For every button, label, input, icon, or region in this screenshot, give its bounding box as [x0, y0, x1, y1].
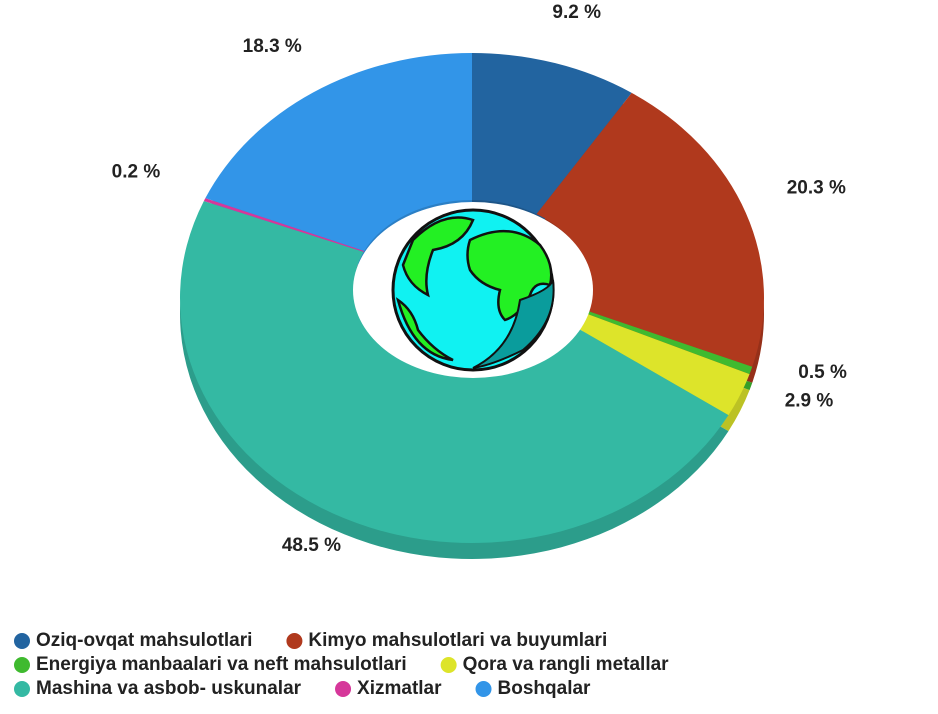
data-label: 2.9 % [785, 391, 834, 412]
data-label: 0.5 % [798, 362, 847, 383]
legend-marker [335, 681, 351, 697]
legend-label: Kimyo mahsulotlari va buyumlari [308, 630, 607, 651]
legend-label: Mashina va asbob- uskunalar [36, 678, 302, 699]
data-label: 9.2 % [552, 2, 601, 23]
data-label: 20.3 % [787, 178, 846, 199]
chart: 9.2 % 20.3 % 0.5 % 2.9 % 48.5 % 0.2 % 18.3 % O… [0, 0, 938, 709]
legend-label: Boshqalar [498, 678, 592, 699]
data-label: 0.2 % [112, 162, 161, 183]
data-label: 18.3 % [243, 36, 302, 57]
legend-marker [14, 633, 30, 649]
legend: Oziq-ovqat mahsulotlari Kimyo mahsulotlar… [14, 630, 669, 699]
legend-marker [286, 633, 302, 649]
legend-label: Xizmatlar [357, 678, 442, 699]
legend-marker [14, 681, 30, 697]
legend-marker [14, 657, 30, 673]
globe-icon [353, 202, 593, 378]
legend-label: Oziq-ovqat mahsulotlari [36, 630, 252, 651]
legend-marker [441, 657, 457, 673]
legend-label: Qora va rangli metallar [463, 654, 670, 675]
legend-marker [476, 681, 492, 697]
data-label: 48.5 % [282, 535, 341, 556]
legend-label: Energiya manbaalari va neft mahsulotlari [36, 654, 407, 675]
